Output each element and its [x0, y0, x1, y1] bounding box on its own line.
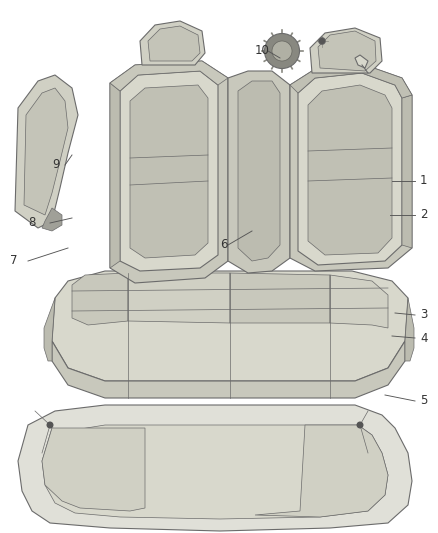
Polygon shape — [290, 65, 412, 271]
Polygon shape — [130, 85, 208, 258]
Polygon shape — [110, 61, 228, 283]
Text: 7: 7 — [10, 254, 18, 268]
Polygon shape — [318, 31, 376, 71]
Text: 10: 10 — [255, 44, 270, 58]
Polygon shape — [140, 21, 205, 65]
Circle shape — [318, 37, 325, 44]
Circle shape — [47, 422, 53, 428]
Polygon shape — [110, 83, 120, 268]
Polygon shape — [330, 275, 388, 328]
Polygon shape — [230, 273, 330, 323]
Text: 4: 4 — [420, 332, 427, 344]
Circle shape — [357, 422, 363, 428]
Polygon shape — [148, 26, 200, 61]
Polygon shape — [290, 65, 412, 98]
Polygon shape — [255, 425, 388, 517]
Text: 9: 9 — [52, 158, 60, 172]
Text: 3: 3 — [420, 309, 427, 321]
Polygon shape — [128, 273, 230, 323]
Polygon shape — [52, 341, 405, 398]
Polygon shape — [120, 71, 218, 271]
Polygon shape — [308, 85, 392, 255]
Polygon shape — [310, 28, 382, 73]
Polygon shape — [402, 95, 412, 248]
Circle shape — [265, 34, 300, 69]
Polygon shape — [110, 61, 228, 91]
Polygon shape — [42, 425, 388, 519]
Polygon shape — [228, 71, 290, 273]
Polygon shape — [298, 73, 402, 265]
Polygon shape — [24, 88, 68, 215]
Polygon shape — [42, 428, 145, 511]
Text: 2: 2 — [420, 208, 427, 222]
Text: 6: 6 — [220, 238, 227, 252]
Polygon shape — [405, 298, 414, 361]
Polygon shape — [355, 55, 368, 68]
Polygon shape — [44, 298, 55, 361]
Polygon shape — [15, 75, 78, 228]
Polygon shape — [18, 405, 412, 531]
Polygon shape — [42, 208, 62, 231]
Text: 1: 1 — [420, 174, 427, 188]
Text: 8: 8 — [28, 216, 35, 230]
Polygon shape — [72, 273, 128, 325]
Polygon shape — [52, 271, 408, 381]
Polygon shape — [238, 81, 280, 261]
Circle shape — [272, 41, 292, 61]
Text: 5: 5 — [420, 394, 427, 408]
